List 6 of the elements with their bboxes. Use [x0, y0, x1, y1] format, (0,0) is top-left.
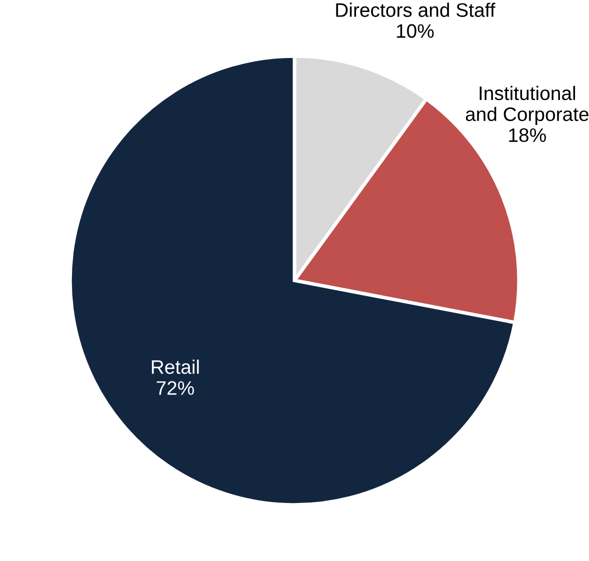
slice-label: Directors and Staff: [336, 2, 496, 17]
data-label: 72%: [156, 381, 194, 395]
slice-label: Institutional and Corporate: [466, 86, 588, 125]
data-label: 10%: [396, 24, 434, 38]
slice-label: Retail: [152, 360, 199, 374]
data-label: 18%: [509, 128, 546, 142]
